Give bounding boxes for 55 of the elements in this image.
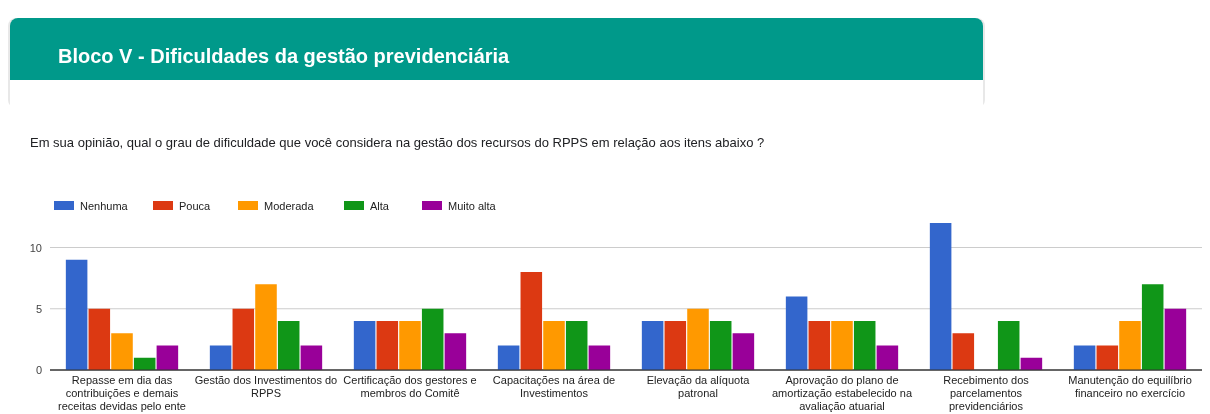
bar: [399, 321, 421, 370]
bar: [497, 345, 520, 370]
bar: [687, 308, 709, 370]
y-tick-label: 10: [29, 241, 42, 254]
x-tick-label: Recebimento dos parcelamentos previdenciários: [943, 374, 1030, 412]
bar: [232, 308, 255, 370]
x-tick-label: Repasse em dia das contribuições e demais receitas devidas pelo ente: [58, 374, 186, 412]
x-tick-label: Capacitações na área de Investimentos: [492, 374, 616, 399]
bar: [543, 321, 565, 370]
bar: [641, 321, 664, 370]
bar: [1096, 345, 1119, 370]
bar: [277, 321, 300, 370]
bar: [952, 333, 975, 370]
bar: [376, 321, 399, 370]
bar: [353, 321, 376, 370]
legend-label: Moderada: [264, 200, 315, 212]
bar: [565, 321, 588, 370]
bar: [732, 333, 755, 370]
bar: [255, 284, 277, 370]
bar: [65, 259, 88, 370]
bar: [808, 321, 831, 370]
bar: [111, 333, 133, 370]
bar: [929, 223, 952, 370]
bar: [853, 321, 876, 370]
bar: [876, 345, 899, 370]
bar: [520, 272, 543, 370]
legend-label: Nenhuma: [80, 200, 129, 212]
bar: [1141, 284, 1164, 370]
bar: [785, 296, 808, 370]
bar: [88, 308, 111, 370]
bar: [300, 345, 323, 370]
bar: [588, 345, 611, 370]
bar: [1164, 308, 1187, 370]
bar: [444, 333, 467, 370]
bar: [664, 321, 687, 370]
x-tick-label: Elevação da alíquota patronal: [646, 374, 751, 399]
x-tick-label: Aprovação do plano de amortização estabelecido na avaliação atuarial: [771, 374, 913, 412]
y-tick-label: 5: [35, 302, 42, 315]
legend-label: Muito alta: [448, 200, 497, 212]
x-tick-label: Certificação dos gestores e membros do Comitê: [343, 374, 477, 399]
bar: [156, 345, 179, 370]
x-tick-label: Manutenção do equilíbrio financeiro no exercício: [1068, 374, 1192, 399]
bar: [209, 345, 232, 370]
y-tick-label: 0: [35, 364, 42, 376]
bar: [997, 321, 1020, 370]
bar: [1073, 345, 1096, 370]
bar: [831, 321, 853, 370]
chart-title: Bloco V - Dificuldades da gestão previdenciária: [58, 45, 511, 67]
bar: [421, 308, 444, 370]
legend-label: Alta: [370, 200, 390, 212]
bar: [1119, 321, 1141, 370]
bar: [709, 321, 732, 370]
x-tick-label: Gestão dos Investimentos do RPPS: [194, 374, 338, 399]
legend-label: Pouca: [179, 200, 212, 212]
chart-subtitle: Em sua opinião, qual o grau de dificuldade que você considera na gestão dos recursos do RPPS em relação aos itens abaixo ?: [30, 135, 765, 150]
